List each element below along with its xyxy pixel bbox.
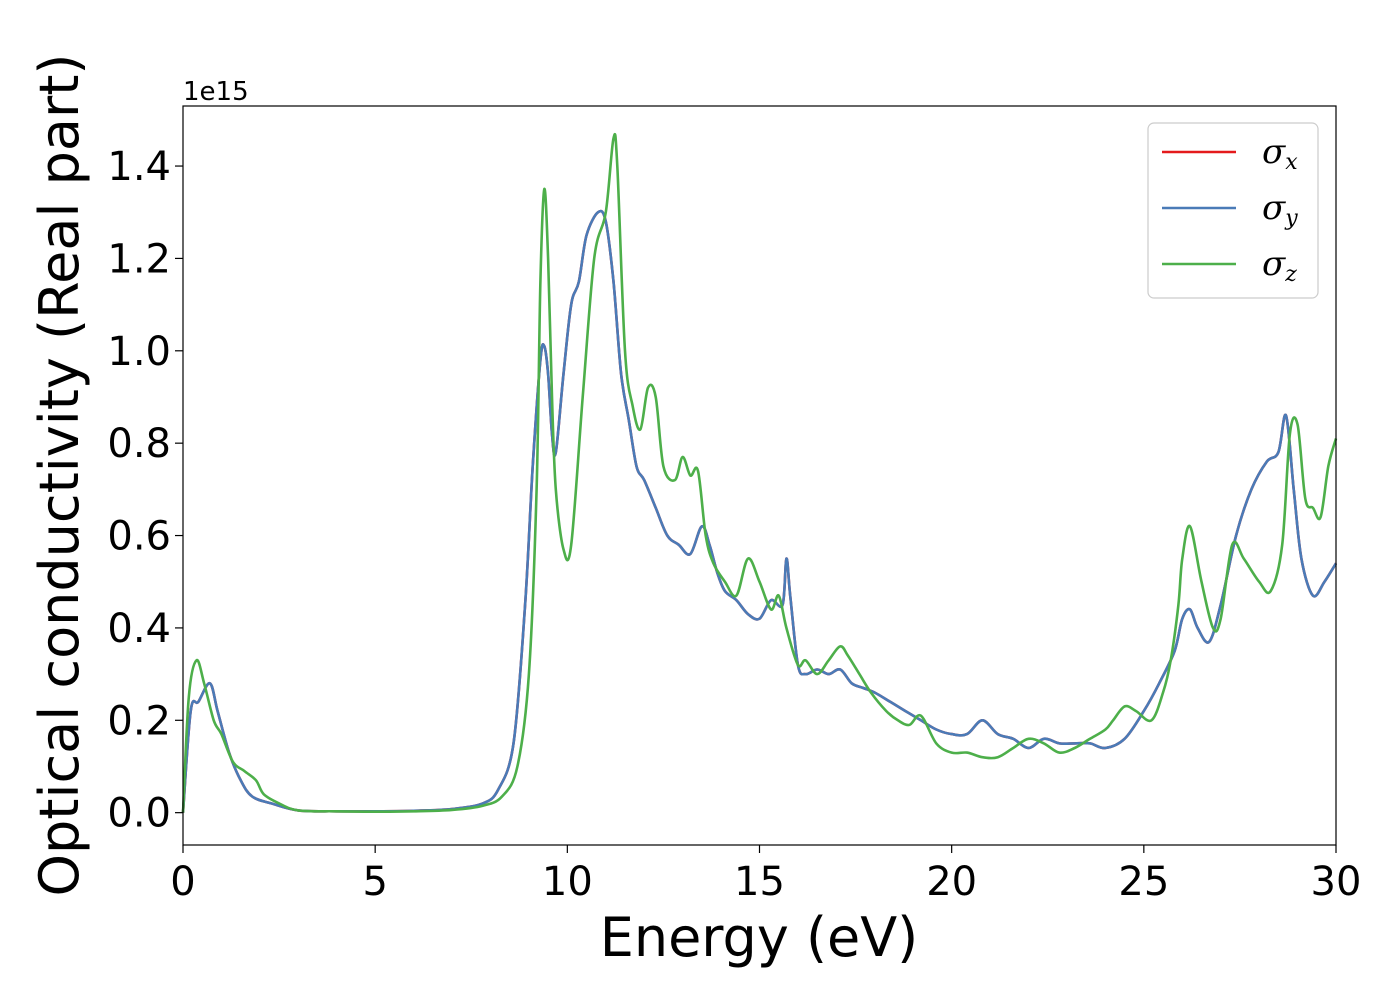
x-axis-ticks: 0 5 10 15 20 25 30 [170,845,1361,905]
series-line-z [181,133,1338,813]
y-tick-label: 1.2 [107,236,171,282]
y-tick-label: 1.4 [107,144,171,190]
y-tick-label: 0.6 [107,514,171,560]
y-axis-ticks: 0.0 0.2 0.4 0.6 0.8 1.0 1.2 1.4 [107,144,183,837]
y-tick-label: 0.2 [107,698,171,744]
y-tick-label: 0.0 [107,791,171,837]
y-tick-label: 1.0 [107,329,171,375]
y-tick-label: 0.4 [107,606,171,652]
series-layer [181,133,1338,813]
y-offset-label: 1e15 [183,77,249,107]
x-tick-label: 15 [734,859,785,905]
x-tick-label: 10 [542,859,593,905]
x-tick-label: 20 [926,859,977,905]
legend-box [1147,122,1319,299]
x-tick-label: 0 [170,859,195,905]
x-tick-label: 30 [1311,859,1362,905]
x-tick-label: 25 [1118,859,1169,905]
x-tick-label: 5 [362,859,387,905]
y-tick-label: 0.8 [107,421,171,467]
y-axis-title: Optical conductivity (Real part) [28,54,91,897]
x-axis-title: Energy (eV) [600,906,919,969]
